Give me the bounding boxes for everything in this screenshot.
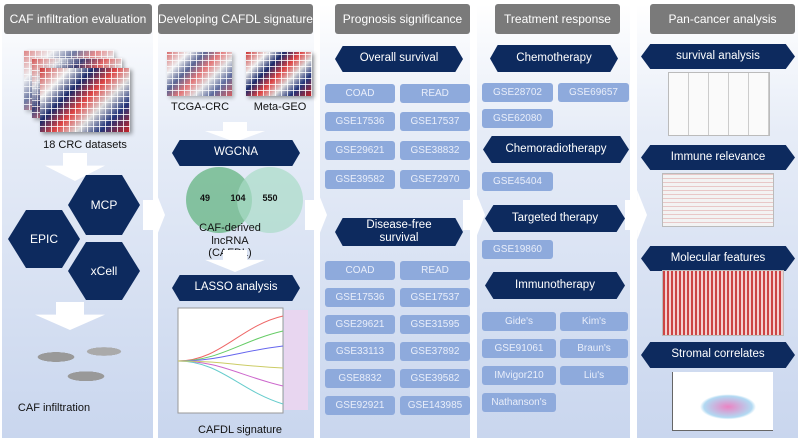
dataset-chip: Nathanson's: [482, 393, 556, 412]
section-chemotherapy: Chemotherapy: [490, 45, 618, 72]
section-chemoradiotherapy: Chemoradiotherapy: [483, 136, 629, 163]
dataset-chip: COAD: [325, 84, 395, 103]
section-overall-survival: Overall survival: [335, 46, 463, 72]
dataset-chip: GSE143985: [400, 396, 470, 415]
dataset-chip: Braun's: [560, 339, 628, 358]
heatmap: [40, 68, 130, 132]
dataset-chip: GSE91061: [482, 339, 556, 358]
dataset-chip: READ: [400, 261, 470, 280]
dataset-chip: COAD: [325, 261, 395, 280]
heatmap-tcga: [167, 52, 232, 96]
dataset-chip: GSE62080: [482, 109, 553, 128]
header-pancancer: Pan-cancer analysis: [650, 4, 795, 34]
dataset-chip: GSE72970: [400, 170, 470, 189]
dataset-chip: GSE38832: [400, 141, 470, 160]
survival-curves-image: [668, 72, 770, 136]
datasets-label: 18 CRC datasets: [43, 139, 127, 151]
header-cafdl: Developing CAFDL signature: [158, 4, 313, 34]
section-targeted-therapy: Targeted therapy: [485, 205, 625, 232]
section-immunotherapy: Immunotherapy: [485, 272, 625, 299]
result-caf: CAF infiltration: [17, 402, 91, 414]
method-mcp: MCP: [68, 175, 140, 235]
header-prognosis: Prognosis significance: [335, 4, 470, 34]
immune-heatmap-image: [662, 173, 774, 227]
dataset-chip: GSE69657: [558, 83, 629, 102]
dataset-chip: IMvigor210: [482, 366, 556, 385]
venn-circle-right: [237, 167, 303, 233]
dataset-chip: GSE29621: [325, 315, 395, 334]
venn-left-count: 49: [199, 193, 210, 203]
arrow-right-icon: [143, 190, 165, 240]
dataset-chip: GSE17537: [400, 288, 470, 307]
step-wgcna: WGCNA: [172, 140, 300, 166]
dataset-chip: GSE28702: [482, 83, 553, 102]
section-immune-relevance: Immune relevance: [641, 145, 795, 170]
section-stromal-correlates: Stromal correlates: [641, 342, 795, 368]
section-molecular-features: Molecular features: [641, 246, 795, 271]
result-cafdl: CAFDL signature: [198, 424, 282, 436]
dataset-chip: GSE33113: [325, 342, 395, 361]
lasso-plot: [177, 307, 308, 414]
dataset-chip: GSE37892: [400, 342, 470, 361]
scatter-plot-image: [672, 372, 773, 431]
header-treatment: Treatment response: [495, 4, 620, 34]
cohort-meta-geo: Meta-GEO: [253, 101, 307, 113]
molecular-heatmap-image: [662, 270, 784, 336]
section-disease-free-survival: Disease-free survival: [335, 218, 463, 246]
dataset-chip: Kim's: [560, 312, 628, 331]
dataset-chip: GSE45404: [482, 172, 553, 191]
dataset-chip: READ: [400, 84, 470, 103]
fibroblast-cells-image: [20, 335, 140, 390]
header-caf: CAF infiltration evaluation: [4, 4, 152, 34]
dataset-chip: GSE39582: [400, 369, 470, 388]
venn-overlap-count: 104: [230, 193, 246, 203]
dataset-chip: GSE19860: [482, 240, 553, 259]
dataset-chip: Gide's: [482, 312, 556, 331]
dataset-chip: GSE17536: [325, 288, 395, 307]
venn-right-count: 550: [262, 193, 278, 203]
dataset-chip: GSE17537: [400, 112, 470, 131]
dataset-chip: GSE8832: [325, 369, 395, 388]
heatmap-meta-geo: [246, 52, 312, 96]
arrow-right-icon: [463, 190, 485, 240]
dataset-chip: GSE31595: [400, 315, 470, 334]
dataset-chip: GSE29621: [325, 141, 395, 160]
arrow-right-icon: [625, 190, 647, 240]
step-lasso: LASSO analysis: [172, 275, 300, 301]
arrow-right-icon: [305, 190, 327, 240]
dataset-chip: GSE92921: [325, 396, 395, 415]
cohort-tcga: TCGA-CRC: [170, 101, 230, 113]
dataset-chip: GSE17536: [325, 112, 395, 131]
dataset-chip: Liu's: [560, 366, 628, 385]
section-survival-analysis: survival analysis: [641, 44, 795, 69]
dataset-chip: GSE39582: [325, 170, 395, 189]
